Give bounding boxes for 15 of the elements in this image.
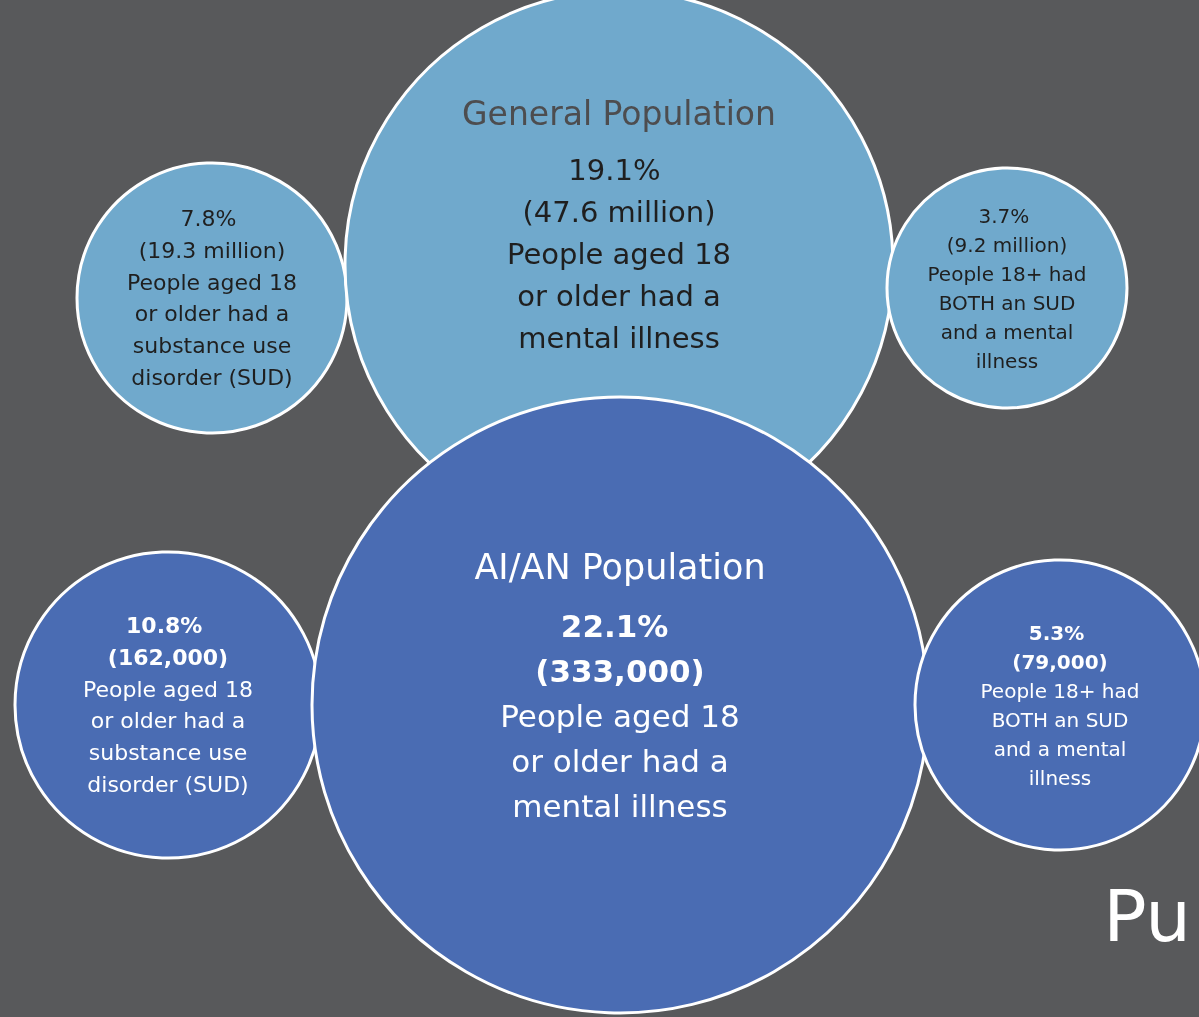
text: Pu bbox=[1103, 874, 1192, 958]
category-label: People aged 18 or older had a substance use disorder (SUD) bbox=[126, 269, 298, 391]
data-label: 22.1% (333,000) bbox=[535, 607, 705, 689]
data-label: 3.7% (9.2 million) bbox=[946, 203, 1068, 257]
category-label: People 18+ had BOTH an SUD and a mental illness bbox=[927, 261, 1087, 373]
data-label: 5.3% (79,000) bbox=[1012, 620, 1108, 674]
data-label: 7.8% (19.3 million) bbox=[138, 205, 286, 263]
category-label: People aged 18 or older had a substance use disorder (SUD) bbox=[82, 676, 254, 798]
series-label: AI/AN Population bbox=[474, 546, 766, 587]
data-label: 19.1% (47.6 million) bbox=[522, 153, 716, 230]
series-label: General Population bbox=[462, 94, 776, 134]
category-label: People aged 18 or older had a mental illness bbox=[506, 237, 732, 356]
category-label: People aged 18 or older had a mental illness bbox=[500, 697, 740, 824]
category-label: People 18+ had BOTH an SUD and a mental illness bbox=[980, 678, 1140, 790]
data-label: 10.8% (162,000) bbox=[107, 612, 229, 670]
